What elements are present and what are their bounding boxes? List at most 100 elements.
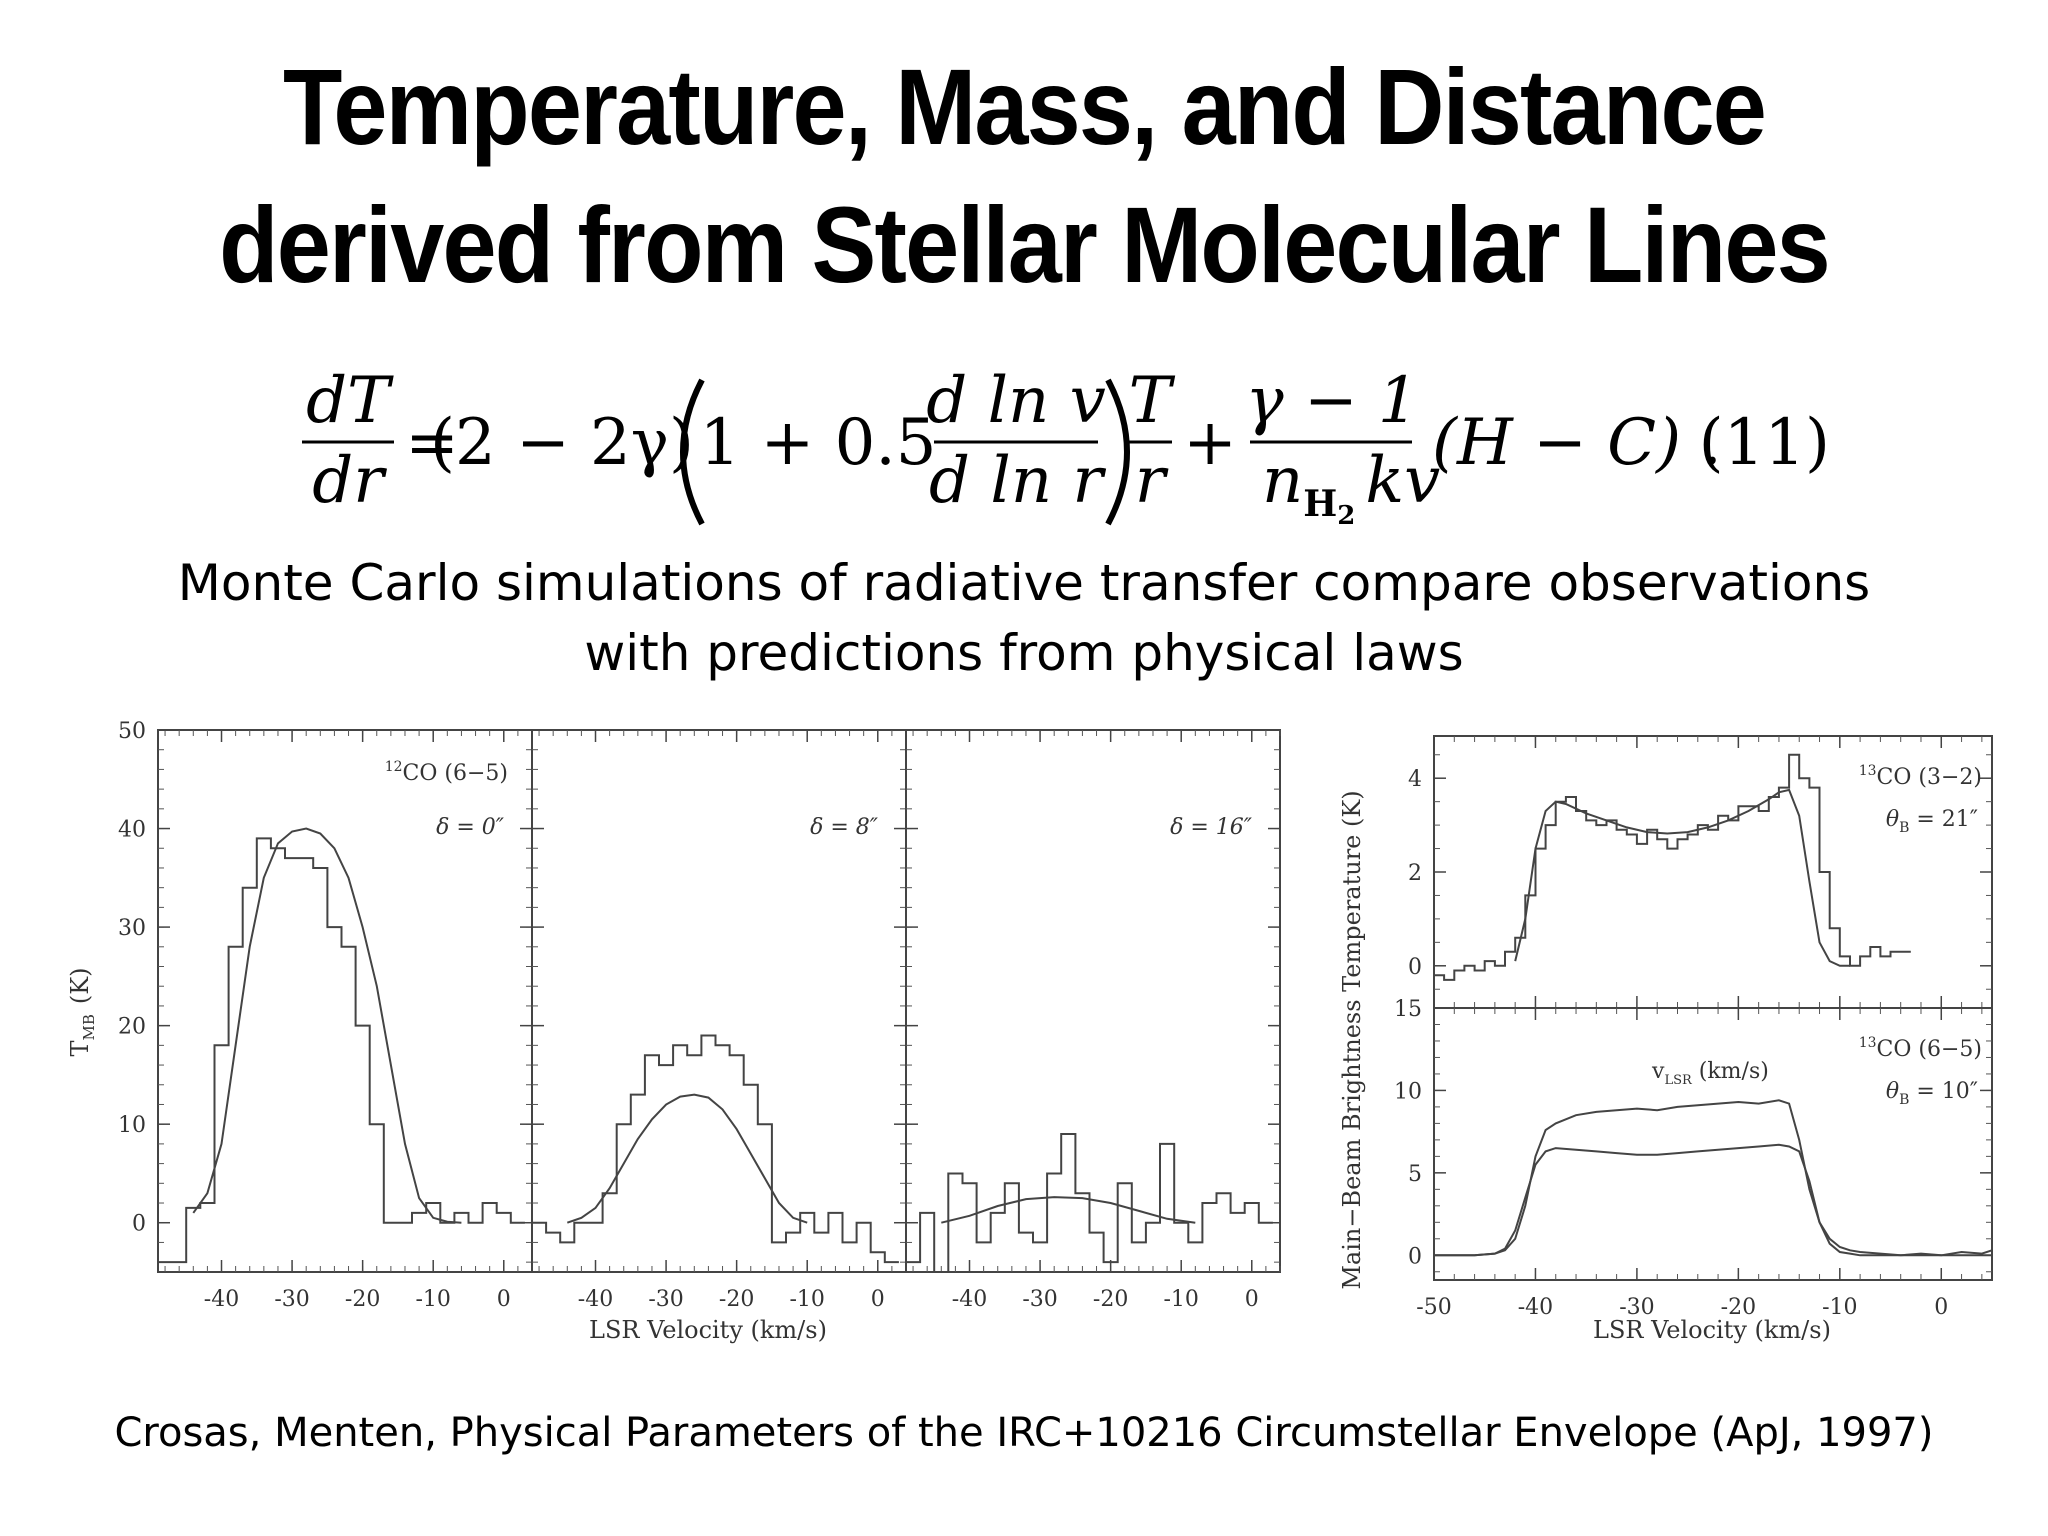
eq-heating-cooling: (H − C) . — [1432, 406, 1722, 480]
x-tick-label: -20 — [1721, 1295, 1756, 1320]
subtitle-line-1: Monte Carlo simulations of radiative tra… — [177, 554, 1871, 612]
right-x-axis-label: LSR Velocity (km/s) — [1593, 1316, 1831, 1344]
observed-spectrum — [532, 1034, 899, 1264]
x-tick-label: -10 — [1163, 1287, 1198, 1312]
annotation-unit: (km/s) — [1692, 1059, 1769, 1084]
eq-inner-constant: 1 + 0.5 — [700, 406, 937, 480]
observed-spectrum — [158, 837, 525, 1264]
beam-symbol: θ — [1886, 1079, 1899, 1104]
title-line-2: derived from Stellar Molecular Lines — [219, 184, 1831, 305]
eq-number: (11) — [1699, 406, 1830, 480]
beam-value: = 10″ — [1909, 1079, 1978, 1104]
offset-label: δ = 16″ — [1170, 815, 1253, 840]
y-tick-label: 4 — [1408, 767, 1422, 792]
energy-equation: dT dr = (2 − 2γ) 1 + 0.5 d ln v d ln r T… — [302, 364, 1830, 530]
eq-density: nH2 kv — [1262, 444, 1440, 530]
eq-n-subsub: 2 — [1337, 501, 1355, 530]
y-tick-label: 0 — [132, 1212, 146, 1237]
x-tick-label: -20 — [345, 1287, 380, 1312]
subtitle: Monte Carlo simulations of radiative tra… — [0, 548, 2048, 688]
molecule-isotope: 13 — [1859, 1035, 1877, 1051]
left-ylabel-sub: MB — [80, 1014, 98, 1040]
panel-frame — [905, 729, 1281, 1273]
molecule-transition: CO (3−2) — [1877, 765, 1982, 790]
right-panel-2: -50 -40 -30 -20 -10 0 0 5 10 15 13CO (6−5) θB = 10″… — [1394, 997, 1993, 1320]
x-tick-label: 0 — [871, 1287, 885, 1312]
x-tick-label: -30 — [1022, 1287, 1057, 1312]
beam-label: θB = 21″ — [1886, 807, 1978, 836]
y-tick-label: 5 — [1408, 1162, 1422, 1187]
eq-kv: kv — [1365, 444, 1440, 518]
molecule-transition: CO (6−5) — [403, 761, 508, 786]
observed-spectrum — [1434, 1099, 1993, 1257]
beam-symbol: θ — [1886, 807, 1899, 832]
beam-label: θB = 10″ — [1886, 1079, 1978, 1108]
eq-T: T — [1129, 364, 1176, 438]
eq-lhs-denominator: dr — [312, 444, 387, 518]
x-tick-label: -10 — [789, 1287, 824, 1312]
x-tick-label: 0 — [1245, 1287, 1259, 1312]
offset-label: δ = 0″ — [436, 815, 505, 840]
eq-plus: + — [1183, 406, 1237, 480]
model-spectrum — [192, 827, 462, 1224]
x-tick-label: -30 — [1619, 1295, 1654, 1320]
molecule-label: 12CO (6−5) — [385, 759, 508, 786]
y-tick-label: 40 — [118, 818, 146, 843]
observed-spectrum — [1434, 753, 1911, 981]
y-tick-label: 20 — [118, 1015, 146, 1040]
left-ylabel-unit: (K) — [66, 967, 94, 1004]
slide-title: Temperature, Mass, and Distance derived … — [102, 38, 1945, 314]
x-tick-label: -40 — [952, 1287, 987, 1312]
x-tick-label: 0 — [1934, 1295, 1948, 1320]
y-tick-label: 2 — [1408, 861, 1422, 886]
title-line-1: Temperature, Mass, and Distance — [283, 46, 1767, 167]
right-figure: 024 13CO (3−2)θB = 21″-50 -40 -30 -20 -10 0051… — [1338, 735, 1993, 1344]
left-ylabel-symbol: T — [66, 1041, 94, 1057]
x-tick-label: -50 — [1416, 1295, 1451, 1320]
y-tick-label: 0 — [1408, 955, 1422, 980]
citation: Crosas, Menten, Physical Parameters of t… — [114, 1410, 1934, 1456]
y-tick-label: 10 — [1394, 1079, 1422, 1104]
model-spectrum — [566, 1093, 808, 1224]
eq-dlnr: d ln r — [929, 444, 1106, 518]
observed-spectrum — [906, 1133, 1273, 1273]
x-tick-label: -20 — [1093, 1287, 1128, 1312]
left-figure: -40 -30 -20 -10 0 0 10 20 30 40 50 12CO (6−5) δ = 0″… — [66, 719, 1281, 1344]
annotation-sub: LSR — [1664, 1073, 1693, 1088]
left-y-axis-label: TMB (K) — [66, 967, 98, 1056]
x-tick-label: -30 — [274, 1287, 309, 1312]
offset-label: δ = 8″ — [810, 815, 879, 840]
eq-n-sub: H — [1303, 483, 1337, 525]
beam-sub: B — [1899, 1092, 1909, 1108]
beam-value: = 21″ — [1909, 807, 1978, 832]
beam-sub: B — [1899, 820, 1909, 836]
y-tick-label: 0 — [1408, 1244, 1422, 1269]
y-tick-label: 30 — [118, 916, 146, 941]
eq-r: r — [1135, 444, 1169, 518]
x-tick-label: -10 — [415, 1287, 450, 1312]
panel-frame — [531, 729, 907, 1273]
right-panel-1: 0 2 4 13CO (3−2) θB = 21″ — [1408, 735, 1993, 1009]
x-tick-label: -30 — [648, 1287, 683, 1312]
molecule-label: 13CO (3−2) — [1859, 763, 1982, 790]
left-panel-3: -40 -30 -20 -10 0 δ = 16″ — [905, 729, 1281, 1312]
left-x-axis-label: LSR Velocity (km/s) — [589, 1316, 827, 1344]
model-spectrum — [1514, 788, 1850, 967]
right-y-axis-label: Main−Beam Brightness Temperature (K) — [1338, 790, 1366, 1289]
molecule-isotope: 12 — [385, 759, 403, 775]
molecule-isotope: 13 — [1859, 763, 1877, 779]
left-panel-2: -40 -30 -20 -10 0 δ = 8″ — [531, 729, 907, 1312]
eq-coefficient: (2 − 2γ) — [430, 406, 694, 480]
x-tick-label: -40 — [1518, 1295, 1553, 1320]
molecule-transition: CO (6−5) — [1877, 1037, 1982, 1062]
right-figure-panels: 024 13CO (3−2)θB = 21″-50 -40 -30 -20 -10 0051… — [1394, 735, 1993, 1320]
x-tick-label: -40 — [204, 1287, 239, 1312]
eq-n: n — [1262, 444, 1303, 518]
annotation-v: v — [1651, 1059, 1665, 1084]
x-tick-label: 0 — [497, 1287, 511, 1312]
eq-dlnv: d ln v — [926, 364, 1106, 438]
x-tick-label: -20 — [719, 1287, 754, 1312]
y-tick-label: 15 — [1394, 997, 1422, 1022]
panel-frame — [1433, 1007, 1993, 1281]
eq-equals: = — [405, 406, 459, 480]
